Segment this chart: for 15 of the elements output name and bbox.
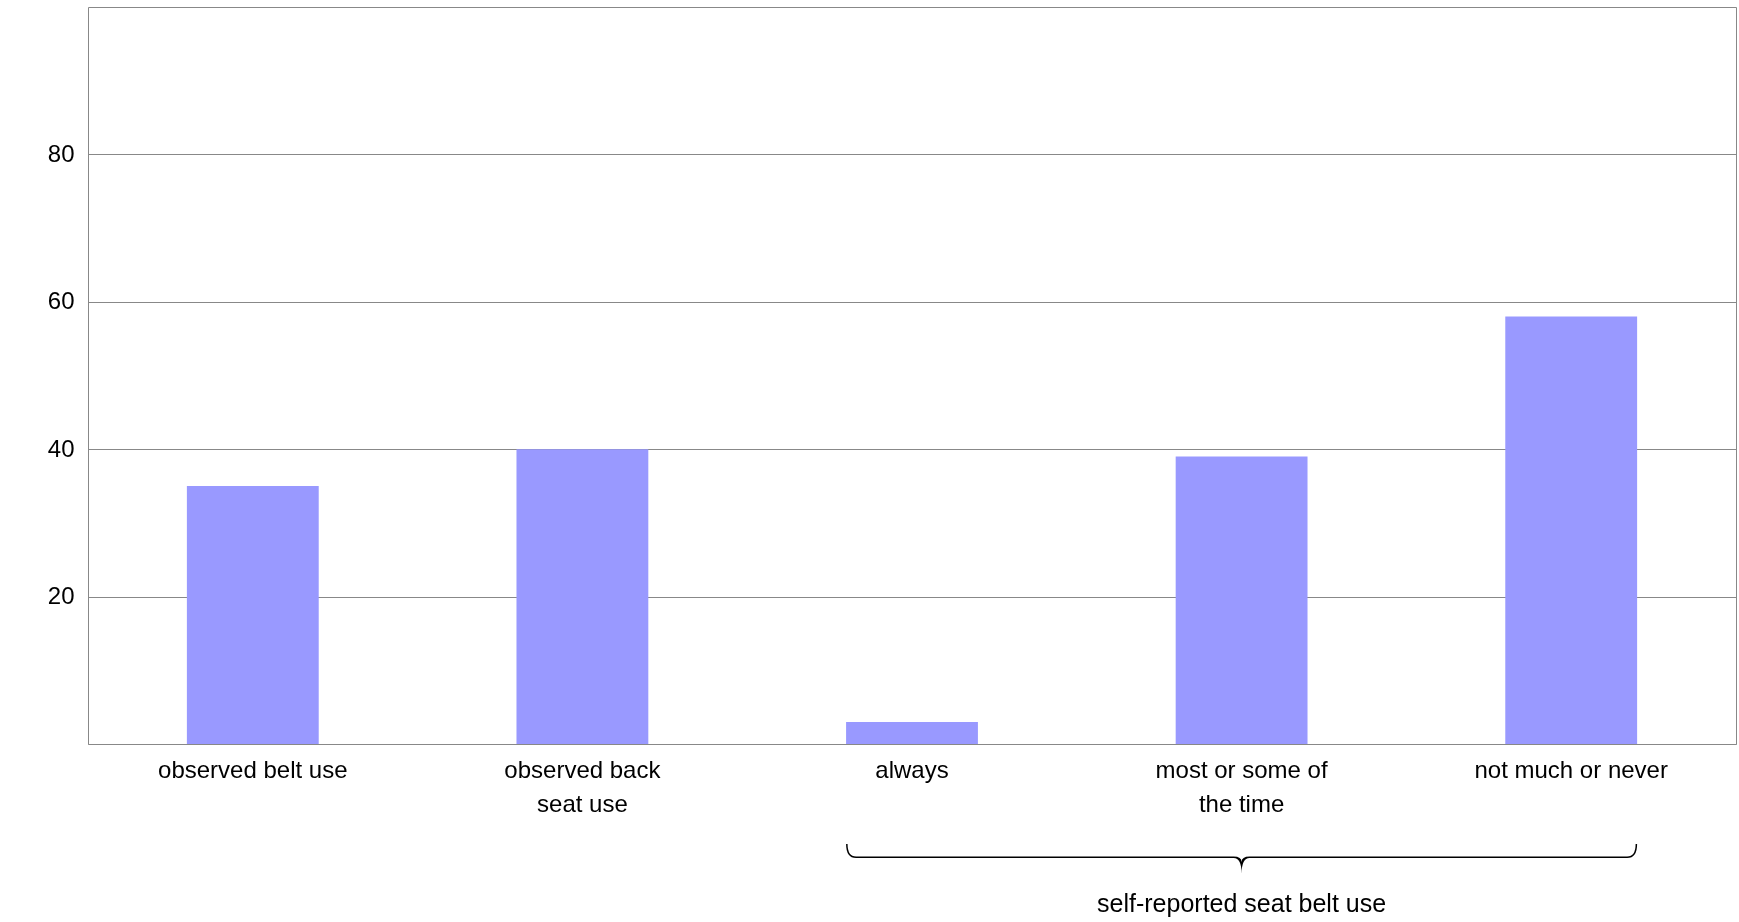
x-tick-label: observed back seat use (504, 755, 662, 817)
y-tick-label: 40 (47, 434, 75, 462)
bar (846, 721, 978, 744)
y-tick-label: 80 (47, 139, 75, 167)
x-tick-label: observed belt use (158, 755, 348, 783)
y-tick-label: 20 (47, 582, 75, 610)
bar (186, 486, 319, 744)
x-tick-label: most or some of the time (1155, 755, 1328, 817)
text: self-reported seat belt use (1097, 889, 1387, 917)
bar (1505, 316, 1638, 744)
x-tick-label: not much or never (1474, 755, 1668, 783)
bar (516, 449, 649, 744)
x-tick-label: always (875, 755, 949, 783)
y-tick-label: 60 (47, 287, 75, 315)
bar (1175, 456, 1308, 744)
